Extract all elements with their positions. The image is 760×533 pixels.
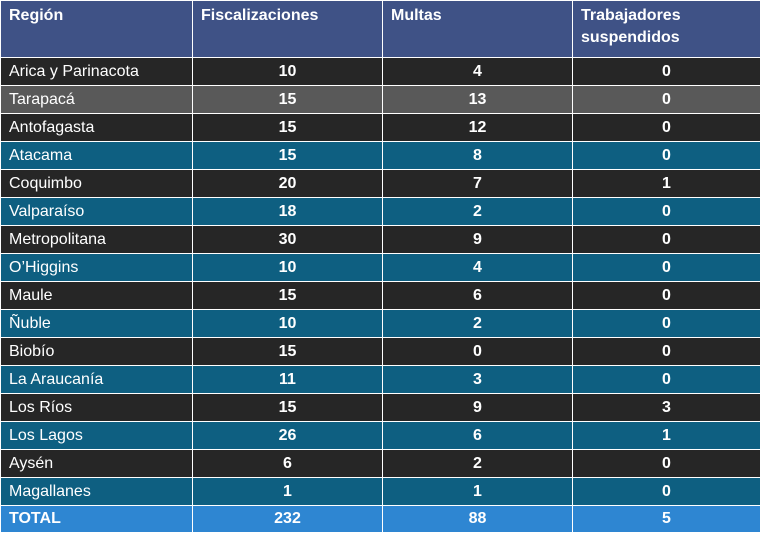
total-multas: 88 [383,506,573,533]
fiscalizaciones-cell: 1 [193,478,383,506]
multas-cell: 3 [383,366,573,394]
multas-cell: 6 [383,422,573,450]
fiscalizaciones-cell: 30 [193,226,383,254]
suspendidos-cell: 0 [573,478,760,506]
multas-cell: 9 [383,394,573,422]
suspendidos-cell: 1 [573,170,760,198]
suspendidos-cell: 0 [573,366,760,394]
multas-cell: 9 [383,226,573,254]
multas-cell: 2 [383,310,573,338]
region-cell: Metropolitana [1,226,193,254]
suspendidos-cell: 0 [573,142,760,170]
region-cell: Los Lagos [1,422,193,450]
total-row: TOTAL 232 88 5 [1,506,760,533]
fiscalizaciones-cell: 10 [193,254,383,282]
suspendidos-cell: 0 [573,338,760,366]
region-cell: Magallanes [1,478,193,506]
fiscalizaciones-cell: 10 [193,58,383,86]
region-cell: Biobío [1,338,193,366]
suspendidos-cell: 0 [573,198,760,226]
header-trabajadores-suspendidos: Trabajadores suspendidos [573,1,760,58]
header-row: Región Fiscalizaciones Multas Trabajador… [1,1,760,58]
fiscalizaciones-cell: 6 [193,450,383,478]
multas-cell: 13 [383,86,573,114]
multas-cell: 4 [383,254,573,282]
fiscalizaciones-cell: 15 [193,86,383,114]
region-cell: Antofagasta [1,114,193,142]
fiscalizaciones-cell: 18 [193,198,383,226]
fiscalizaciones-cell: 26 [193,422,383,450]
suspendidos-cell: 0 [573,310,760,338]
total-suspendidos: 5 [573,506,760,533]
header-region: Región [1,1,193,58]
suspendidos-cell: 0 [573,254,760,282]
region-cell: Atacama [1,142,193,170]
fiscalizaciones-cell: 15 [193,394,383,422]
region-cell: Maule [1,282,193,310]
total-fiscalizaciones: 232 [193,506,383,533]
region-cell: La Araucanía [1,366,193,394]
region-cell: Ñuble [1,310,193,338]
multas-cell: 7 [383,170,573,198]
suspendidos-cell: 0 [573,86,760,114]
region-cell: Coquimbo [1,170,193,198]
multas-cell: 8 [383,142,573,170]
suspendidos-cell: 0 [573,282,760,310]
suspendidos-cell: 0 [573,114,760,142]
fiscalizaciones-cell: 15 [193,282,383,310]
multas-cell: 1 [383,478,573,506]
suspendidos-cell: 0 [573,450,760,478]
multas-cell: 2 [383,198,573,226]
suspendidos-cell: 3 [573,394,760,422]
fiscalizaciones-cell: 10 [193,310,383,338]
fiscalizaciones-cell: 15 [193,114,383,142]
multas-cell: 2 [383,450,573,478]
region-cell: Tarapacá [1,86,193,114]
suspendidos-cell: 0 [573,226,760,254]
multas-cell: 6 [383,282,573,310]
header-multas: Multas [383,1,573,58]
header-fiscalizaciones: Fiscalizaciones [193,1,383,58]
multas-cell: 12 [383,114,573,142]
region-cell: O’Higgins [1,254,193,282]
multas-cell: 4 [383,58,573,86]
region-cell: Arica y Parinacota [1,58,193,86]
fiscalizaciones-cell: 20 [193,170,383,198]
total-label: TOTAL [1,506,193,533]
multas-cell: 0 [383,338,573,366]
suspendidos-cell: 0 [573,58,760,86]
region-cell: Valparaíso [1,198,193,226]
region-cell: Los Ríos [1,394,193,422]
fiscalizaciones-cell: 15 [193,338,383,366]
region-cell: Aysén [1,450,193,478]
fiscalizaciones-cell: 11 [193,366,383,394]
fiscalizaciones-cell: 15 [193,142,383,170]
suspendidos-cell: 1 [573,422,760,450]
